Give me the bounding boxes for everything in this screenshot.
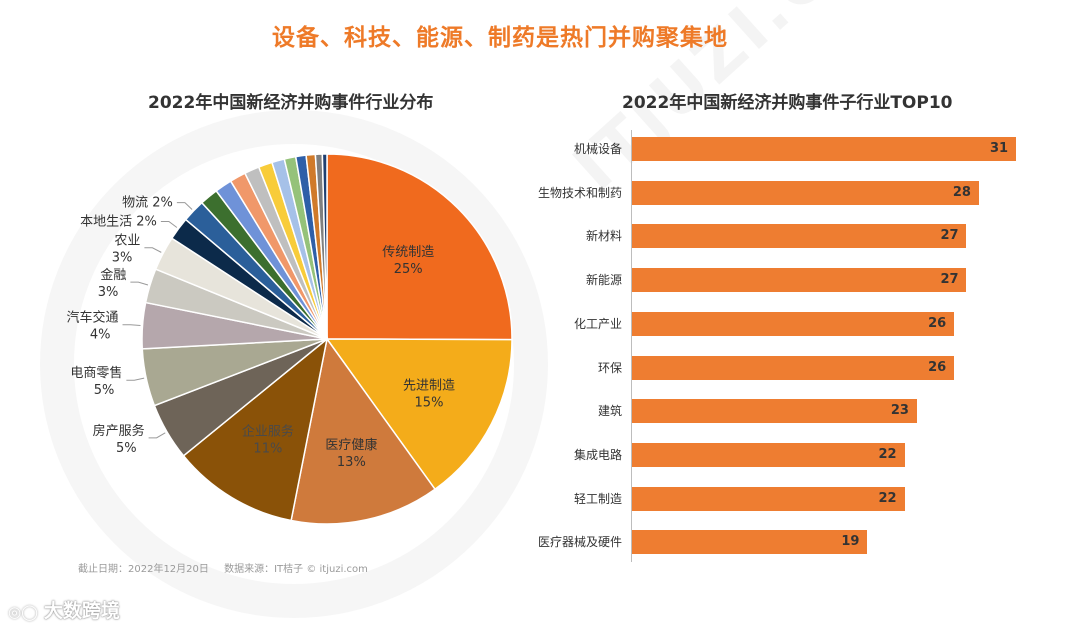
bar-value-建筑: 23: [890, 403, 909, 419]
bar-value-医疗器械及硬件: 19: [841, 534, 860, 550]
pie-value-传统制造: 25%: [394, 262, 423, 277]
pie-label-金融: 金融: [100, 267, 126, 283]
bar-医疗器械及硬件: [632, 530, 868, 555]
pie-leader-金融: [130, 281, 149, 286]
bar-轻工制造: [632, 486, 905, 511]
bar-集成电路: [632, 442, 905, 467]
bar-建筑: [632, 399, 917, 424]
bar-value-新材料: 27: [940, 228, 959, 244]
pie-chart-title: 2022年中国新经济并购事件行业分布: [148, 93, 434, 113]
pie-leader-汽车交通: [122, 324, 141, 326]
bar-label-轻工制造: 轻工制造: [573, 491, 622, 506]
pie-leader-物流: [176, 202, 193, 210]
bar-label-机械设备: 机械设备: [573, 142, 622, 156]
bar-label-新能源: 新能源: [585, 273, 622, 288]
pie-label-先进制造: 先进制造: [403, 378, 455, 393]
bar-chart-title: 2022年中国新经济并购事件子行业TOP10: [622, 93, 953, 113]
logo-text: 大数跨境: [43, 600, 120, 622]
pie-label-汽车交通: 汽车交通: [67, 310, 119, 326]
bar-环保: [632, 355, 955, 380]
bar-label-新材料: 新材料: [585, 229, 622, 244]
footnote-source: 数据来源：IT桔子 © itjuzi.com: [224, 564, 368, 575]
pie-label-农业: 农业: [114, 234, 140, 249]
pie-slice-传统制造: [326, 153, 513, 341]
pie-label-电商零售: 电商零售: [70, 365, 122, 381]
pie-label-房产服务: 房产服务: [93, 423, 145, 439]
pie-leader-房产服务: [148, 432, 166, 439]
pie-slice-医疗健康: [290, 337, 437, 525]
bar-新能源: [632, 268, 967, 293]
pie-leader-电商零售: [126, 377, 145, 381]
brand-logo: ◎◯ 大数跨境: [8, 596, 120, 623]
pie-slice-企业服务: [182, 337, 329, 522]
bar-value-环保: 26: [928, 359, 947, 375]
pie-value-农业: 3%: [112, 251, 133, 266]
pie-slice-other-21: [321, 153, 328, 340]
bar-label-医疗器械及硬件: 医疗器械及硬件: [537, 535, 622, 550]
pie-value-电商零售: 5%: [94, 383, 115, 398]
pie-label-企业服务: 企业服务: [242, 423, 294, 439]
bar-value-新能源: 27: [940, 272, 959, 288]
bar-value-集成电路: 22: [878, 446, 897, 462]
bar-label-化工产业: 化工产业: [573, 316, 622, 331]
pie-value-房产服务: 5%: [116, 441, 137, 456]
bar-机械设备: [632, 137, 1016, 161]
bar-value-轻工制造: 22: [878, 490, 897, 506]
pie-leader-农业: [144, 247, 162, 253]
bar-label-环保: 环保: [597, 360, 622, 375]
pie-slice-先进制造: [325, 338, 513, 491]
bar-value-化工产业: 26: [928, 315, 947, 331]
pie-chart: 传统制造 25% 先进制造 15% 医疗健康 13% 企业服务 11% 房产服务 5% 电商零售 5%…: [67, 153, 513, 525]
pie-value-医疗健康: 13%: [337, 455, 366, 470]
pie-value-企业服务: 11%: [253, 441, 282, 456]
bar-chart-axis: [631, 130, 632, 562]
bar-value-生物技术和制药: 28: [952, 184, 971, 200]
pie-value-汽车交通: 4%: [90, 328, 111, 343]
pie-label-本地生活: 本地生活 2%: [80, 215, 157, 230]
bar-value-机械设备: 31: [990, 141, 1009, 156]
bar-新材料: [632, 224, 967, 249]
bar-label-集成电路: 集成电路: [573, 447, 622, 462]
pie-label-传统制造: 传统制造: [382, 245, 434, 260]
footnote-date: 截止日期：2022年12月20日: [78, 564, 209, 575]
bar-生物技术和制药: [632, 180, 979, 205]
pie-label-医疗健康: 医疗健康: [325, 437, 377, 453]
page-title: 设备、科技、能源、制药是热门并购聚集地: [272, 25, 728, 51]
logo-icon: ◎◯: [8, 603, 38, 621]
pie-label-物流: 物流 2%: [122, 196, 173, 211]
bar-化工产业: [632, 311, 955, 336]
bar-label-生物技术和制药: 生物技术和制药: [537, 185, 622, 200]
footnote: 截止日期：2022年12月20日 数据来源：IT桔子 © itjuzi.com: [78, 560, 380, 575]
bar-label-建筑: 建筑: [597, 404, 622, 419]
pie-value-先进制造: 15%: [415, 395, 444, 410]
pie-value-金融: 3%: [98, 285, 119, 300]
pie-leader-本地生活: [160, 221, 178, 228]
